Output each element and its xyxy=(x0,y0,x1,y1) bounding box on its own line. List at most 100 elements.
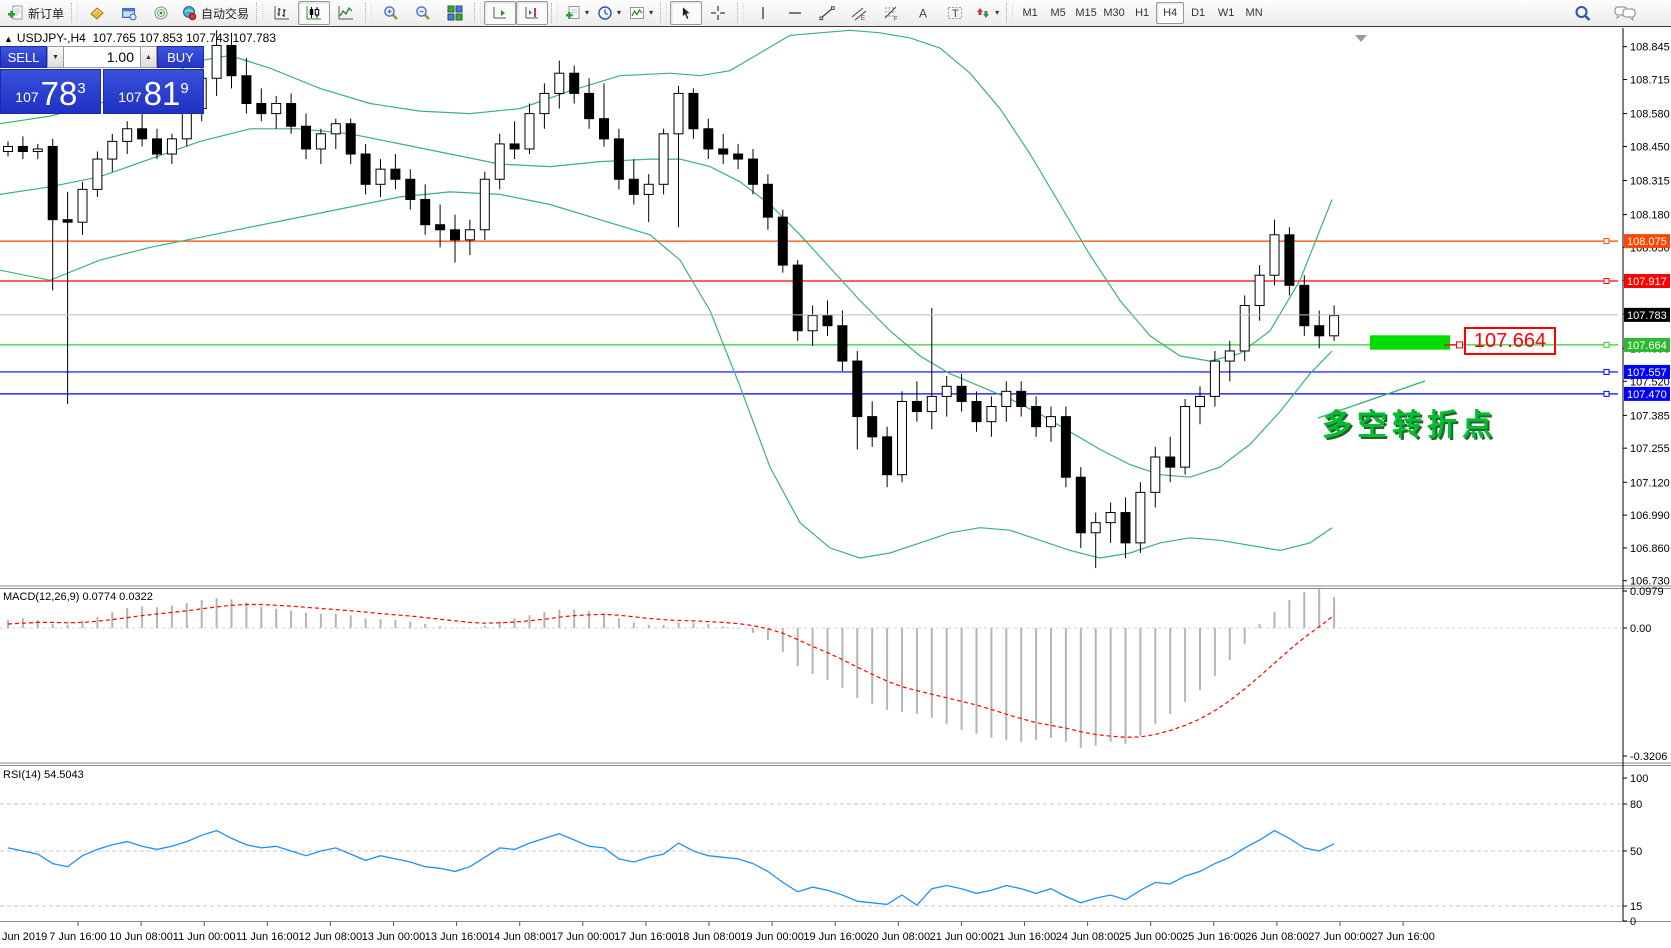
price-axis-label: 106.730 xyxy=(1630,576,1670,588)
highlight-rectangle[interactable] xyxy=(1370,335,1450,350)
chart-symbol-title[interactable]: ▲ USDJPY-,H4 107.765 107.853 107.743 107.… xyxy=(4,31,276,45)
tile-windows-button[interactable] xyxy=(439,1,471,25)
auto-scroll-button[interactable] xyxy=(484,1,517,25)
candle-body xyxy=(32,148,43,152)
candle-body xyxy=(92,158,103,190)
text-button[interactable]: A xyxy=(907,1,939,25)
time-axis-label[interactable]: 13 Jun 16:00 xyxy=(425,931,489,943)
horizontal-line-button[interactable] xyxy=(779,1,811,25)
candle-body xyxy=(837,325,848,362)
line-handle[interactable] xyxy=(1603,341,1610,348)
time-axis-label[interactable]: 24 Jun 08:00 xyxy=(1056,931,1120,943)
chart-annotation-text[interactable]: 多空转折点 xyxy=(1322,409,1497,442)
candlestick-chart-button[interactable] xyxy=(298,1,331,25)
volume-increase-button[interactable]: ▲ xyxy=(140,46,157,68)
data-window-button[interactable] xyxy=(113,1,145,25)
indicators-button[interactable]: ▾ xyxy=(625,1,657,25)
trend-segment[interactable] xyxy=(1317,380,1426,419)
time-axis-label[interactable]: 20 Jun 08:00 xyxy=(866,931,930,943)
navigator-button[interactable] xyxy=(145,1,177,25)
new-chart-button[interactable]: ▾ xyxy=(561,1,593,25)
time-axis-label[interactable]: 17 Jun 00:00 xyxy=(551,931,615,943)
label-button[interactable]: T xyxy=(939,1,971,25)
time-axis-label[interactable]: 27 Jun 16:00 xyxy=(1371,931,1435,943)
time-axis-label[interactable]: 27 Jun 00:00 xyxy=(1308,931,1372,943)
candle-body xyxy=(926,395,937,413)
scroll-position-icon[interactable] xyxy=(1355,35,1367,42)
zoom-in-icon xyxy=(383,5,399,21)
auto-trading-button[interactable]: 自动交易 xyxy=(177,1,253,25)
candle-body xyxy=(330,123,341,135)
new-chart-icon xyxy=(565,5,581,21)
volume-decrease-button[interactable]: ▼ xyxy=(47,46,64,68)
main-toolbar: 新订单 自动交易 ▾ ▾ ▾ E F A T ▾ M1 M5 M15 M30 H1 H4 D1 W1 MN xyxy=(0,0,1671,27)
chat-button[interactable] xyxy=(1609,1,1641,25)
fibonacci-button[interactable]: F xyxy=(875,1,907,25)
candle-body xyxy=(613,138,624,180)
trendline-button[interactable] xyxy=(811,1,843,25)
arrows-button[interactable]: ▾ xyxy=(971,1,1003,25)
time-axis-label[interactable]: 11 Jun 00:00 xyxy=(173,931,236,943)
zoom-in-button[interactable] xyxy=(375,1,407,25)
time-axis-label[interactable]: 25 Jun 00:00 xyxy=(1119,931,1183,943)
candle-body xyxy=(569,72,580,94)
timeframe-m15[interactable]: M15 xyxy=(1075,7,1097,19)
trend-icon xyxy=(819,5,835,21)
market-watch-button[interactable] xyxy=(81,1,113,25)
candle-body xyxy=(301,125,311,150)
time-axis-label[interactable]: 19 Jun 00:00 xyxy=(740,931,804,943)
new-order-button[interactable]: 新订单 xyxy=(3,1,68,25)
time-axis-label[interactable]: 17 Jun 16:00 xyxy=(614,931,678,943)
search-button[interactable] xyxy=(1567,1,1599,25)
vline-icon xyxy=(755,5,771,21)
crosshair-button[interactable] xyxy=(702,1,734,25)
vertical-line-button[interactable] xyxy=(747,1,779,25)
timeframe-m30[interactable]: M30 xyxy=(1103,7,1125,19)
chart-shift-button[interactable] xyxy=(516,1,549,25)
time-axis-label[interactable]: 7 Jun 16:00 xyxy=(49,931,107,943)
buy-button[interactable]: BUY xyxy=(157,46,204,68)
time-axis-label[interactable]: 10 Jun 08:00 xyxy=(109,931,173,943)
timeframe-w1[interactable]: W1 xyxy=(1217,7,1235,19)
price-callout-label[interactable]: 107.664 xyxy=(1464,327,1556,355)
time-axis-label[interactable]: 21 Jun 00:00 xyxy=(930,931,994,943)
line-handle[interactable] xyxy=(1603,390,1610,397)
time-axis-label[interactable]: 11 Jun 16:00 xyxy=(236,931,299,943)
time-axis-label[interactable]: 12 Jun 08:00 xyxy=(299,931,363,943)
collapse-chart-icon[interactable]: ▲ xyxy=(4,34,13,44)
channel-button[interactable]: E xyxy=(843,1,875,25)
timeframe-mn[interactable]: MN xyxy=(1245,7,1263,19)
fibo-icon: F xyxy=(883,5,899,21)
toolbar-separator xyxy=(1006,3,1014,23)
time-axis-label[interactable]: 26 Jun 08:00 xyxy=(1245,931,1309,943)
timeframe-m5[interactable]: M5 xyxy=(1050,7,1066,19)
candle-body xyxy=(241,75,252,105)
candle-body xyxy=(524,113,535,150)
line-handle[interactable] xyxy=(1603,278,1610,285)
sell-price-box[interactable]: 107 78 3 xyxy=(0,69,101,114)
bar-chart-button[interactable] xyxy=(266,1,298,25)
timeframe-h4[interactable]: H4 xyxy=(1156,2,1185,24)
profiles-button[interactable]: ▾ xyxy=(593,1,625,25)
sell-button[interactable]: SELL xyxy=(0,46,47,68)
time-axis-label[interactable]: 19 Jun 16:00 xyxy=(803,931,867,943)
time-axis-label[interactable]: 25 Jun 16:00 xyxy=(1182,931,1246,943)
time-axis-label[interactable]: 21 Jun 16:00 xyxy=(993,931,1057,943)
time-axis-label[interactable]: 18 Jun 08:00 xyxy=(677,931,741,943)
time-axis-label[interactable]: 14 Jun 08:00 xyxy=(488,931,552,943)
volume-input[interactable] xyxy=(64,46,140,68)
line-chart-button[interactable] xyxy=(330,1,362,25)
time-axis-label[interactable]: 13 Jun 00:00 xyxy=(362,931,426,943)
chart-canvas[interactable]: 108.845 108.715 108.580 108.450 108.315 108.1… xyxy=(0,28,1671,948)
timeframe-d1[interactable]: D1 xyxy=(1191,7,1206,19)
line-handle[interactable] xyxy=(1603,368,1610,375)
zoom-out-button[interactable] xyxy=(407,1,439,25)
timeframe-m1[interactable]: M1 xyxy=(1022,7,1038,19)
callout-anchor[interactable] xyxy=(1456,341,1463,349)
candle-body xyxy=(882,436,893,476)
buy-price-box[interactable]: 107 81 9 xyxy=(103,69,204,114)
line-handle[interactable] xyxy=(1603,238,1610,245)
cursor-button[interactable] xyxy=(670,1,703,25)
timeframe-h1[interactable]: H1 xyxy=(1135,7,1150,19)
candle-body xyxy=(1269,234,1280,276)
